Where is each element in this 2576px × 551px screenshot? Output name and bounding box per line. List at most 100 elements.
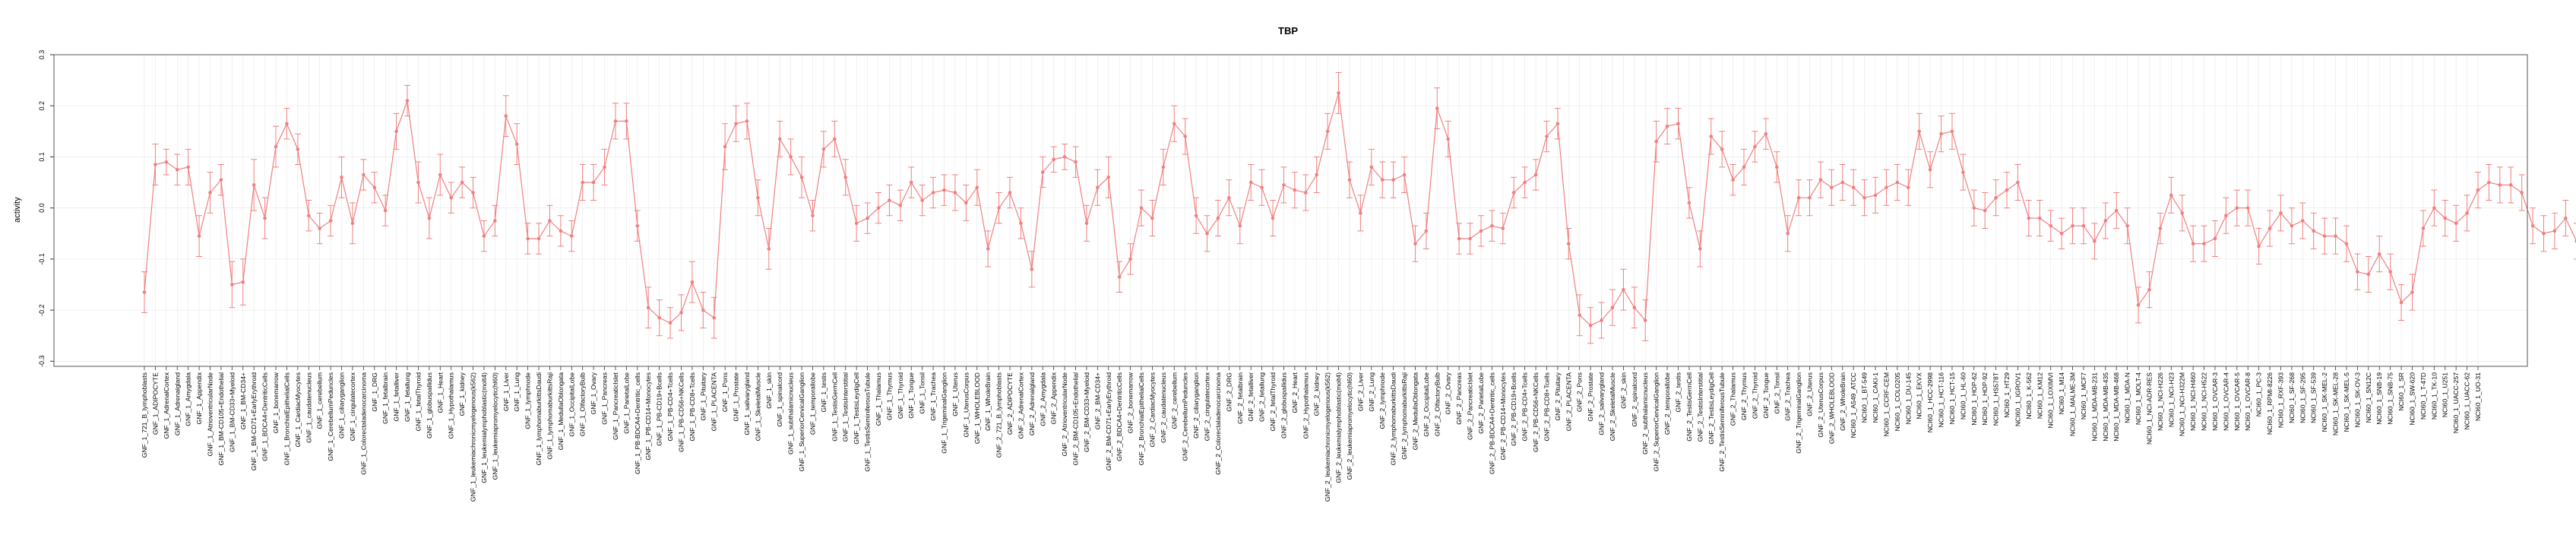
data-point — [2344, 242, 2349, 245]
data-point — [2421, 226, 2426, 230]
x-tick-label: GNF_2_fetalbrain — [1236, 372, 1244, 424]
data-point — [2564, 216, 2568, 220]
data-point — [591, 180, 596, 185]
data-point — [1676, 122, 1680, 126]
data-point — [208, 191, 212, 195]
x-tick-label: GNF_1_TrigeminalGanglion — [941, 372, 948, 454]
data-point — [975, 185, 979, 190]
x-tick-label: GNF_2_Tongue — [1762, 372, 1770, 419]
data-point — [2454, 221, 2458, 226]
data-point — [1862, 195, 1866, 200]
x-tick-label: GNF_2_Prostate — [1587, 372, 1594, 422]
data-point — [536, 236, 541, 241]
data-point — [1074, 160, 1078, 164]
data-point — [833, 137, 837, 141]
data-point — [811, 214, 815, 218]
data-point — [318, 226, 321, 230]
x-tick-label: NCI60_1_SK-MEL-28 — [2332, 372, 2340, 435]
x-tick-label: NCI60_1_SR — [2397, 372, 2405, 411]
data-point — [986, 247, 990, 251]
data-point — [2334, 234, 2337, 238]
x-tick-label: GNF_2_bonemarrow — [1127, 372, 1135, 433]
x-tick-label: NCI60_1_OVCAR-3 — [2211, 372, 2219, 431]
data-point — [350, 221, 355, 226]
data-point — [1380, 178, 1385, 182]
x-tick-label: GNF_1_ciliaryganglion — [338, 372, 346, 439]
data-point — [1545, 135, 1549, 138]
series-layer — [141, 72, 2576, 344]
x-tick-label: GNF_2_PancreaticIslet — [1467, 372, 1474, 439]
x-tick-label: GNF_1_Hypothalamus — [448, 372, 455, 439]
x-tick-label: GNF_1_BDCA4+DentriticCells — [261, 372, 269, 461]
x-tick-label: GNF_2_Lung — [1368, 372, 1375, 412]
x-tick-label: NCI60_1_HOP-92 — [1981, 372, 1989, 426]
y-tick-label: -0.3 — [38, 356, 46, 368]
data-point — [909, 180, 913, 185]
data-point — [1139, 206, 1144, 210]
data-point — [888, 198, 891, 202]
data-point — [438, 173, 442, 177]
x-tick-label: GNF_1_BM-CD34+ — [239, 372, 247, 429]
x-tick-label: GNF_2_globuspallidus — [1280, 372, 1287, 439]
data-point — [2037, 216, 2042, 220]
data-point — [1337, 91, 1340, 95]
x-tick-label: GNF_1_CardiacMyocytes — [294, 372, 302, 447]
data-point — [471, 191, 475, 195]
y-tick-label: 0.2 — [38, 101, 46, 111]
data-point — [175, 167, 179, 172]
data-point — [241, 280, 245, 284]
x-tick-label: NCI60_1_SF-539 — [2310, 372, 2318, 423]
x-tick-label: GNF_2_Pons — [1576, 372, 1584, 412]
x-tick-label: NCI60_1_HT29 — [2003, 372, 2011, 418]
data-point — [1435, 106, 1439, 110]
x-tick-label: GNF_1_lymphnode — [524, 372, 532, 429]
data-point — [646, 306, 650, 310]
data-point — [1413, 242, 1417, 245]
data-point — [1885, 185, 1888, 190]
x-tick-label: GNF_2_Amygdala — [1039, 372, 1046, 426]
x-tick-label: NCI60_1_SK-OV-3 — [2353, 372, 2361, 428]
x-tick-label: GNF_1_spinalcord — [776, 372, 783, 427]
x-tick-label: GNF_1_UterusCorpus — [962, 372, 970, 438]
x-tick-label: NCI60_1_SF-268 — [2288, 372, 2296, 423]
data-point — [997, 206, 1001, 210]
x-tick-label: GNF_2_Appendix — [1050, 372, 1058, 424]
x-tick-label: GNF_1_SkeletalMuscle — [754, 372, 761, 441]
data-point — [2366, 272, 2371, 277]
x-tick-label: GNF_1_testis — [820, 372, 828, 413]
data-point — [2301, 219, 2305, 223]
x-tick-label: GNF_2_OccipitalLobe — [1422, 372, 1430, 437]
data-point — [1632, 306, 1637, 310]
data-point — [1895, 180, 1900, 185]
x-tick-label: GNF_2_TrigeminalGanglion — [1795, 372, 1802, 454]
data-point — [1457, 236, 1461, 241]
data-point — [1555, 122, 1560, 126]
x-tick-label: GNF_2_skin — [1619, 372, 1627, 409]
data-point — [1303, 191, 1308, 195]
x-tick-label: GNF_1_Pituitary — [699, 372, 707, 420]
x-tick-label: GNF_1_PB-BDCA4+Dentritic_cells — [634, 372, 641, 474]
x-tick-label: NCI60_1_HS578T — [1992, 372, 2000, 426]
x-tick-label: GNF_2_salivarygland — [1598, 372, 1606, 435]
data-point — [1533, 173, 1538, 177]
data-point — [2388, 270, 2392, 274]
x-tick-label: GNF_2_PB-CD8+Tcells — [1543, 372, 1550, 442]
data-point — [2114, 208, 2119, 213]
x-tick-label: NCI60_1_TK-10 — [2430, 372, 2438, 420]
data-point — [569, 234, 574, 238]
data-point — [1117, 275, 1122, 279]
x-tick-label: NCI60_1_SN12C — [2365, 372, 2372, 423]
data-point — [854, 221, 859, 226]
data-point — [2103, 219, 2108, 223]
x-tick-label: NCI60_1_NCI-H522 — [2201, 372, 2208, 431]
data-point — [1687, 201, 1691, 205]
data-point — [2071, 223, 2074, 228]
y-tick-label: 0.0 — [38, 203, 46, 213]
x-tick-label: GNF_2_PB-CD19+Bcells — [1510, 372, 1517, 446]
data-point — [2049, 223, 2053, 228]
x-tick-label: NCI60_1_MOLT-4 — [2135, 372, 2142, 425]
data-point — [1490, 223, 1494, 228]
data-point — [252, 183, 256, 187]
data-point — [340, 176, 343, 179]
data-point — [306, 214, 311, 218]
